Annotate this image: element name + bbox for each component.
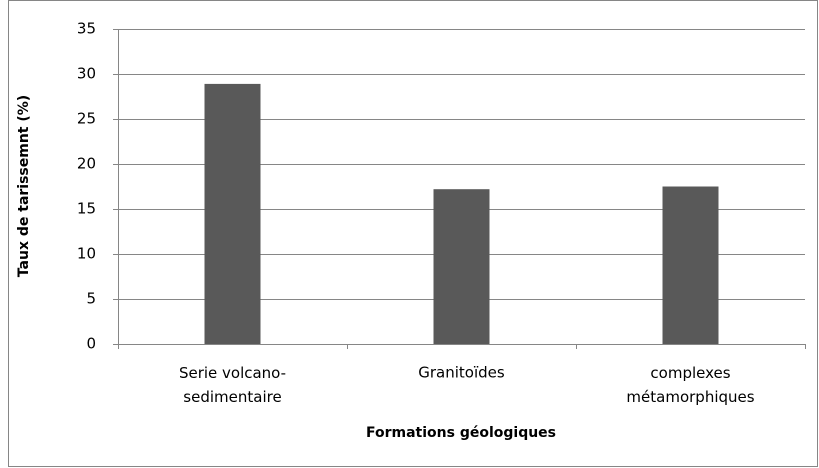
- bar: [433, 189, 490, 344]
- x-axis-label: Formations géologiques: [366, 425, 556, 441]
- y-axis-label: Taux de tarissemnt (%): [16, 95, 32, 277]
- x-tick-label: complexes métamorphiques: [626, 364, 754, 406]
- y-tick-label: 30: [77, 65, 96, 83]
- bar: [204, 83, 261, 345]
- y-tick-label: 5: [86, 290, 96, 308]
- y-tick-label: 15: [77, 200, 96, 218]
- y-tick-label: 25: [77, 110, 96, 128]
- x-tick-label: Serie volcano-sedimentaire: [179, 364, 286, 406]
- y-tick-label: 10: [77, 245, 96, 263]
- y-tick-label: 35: [77, 20, 96, 38]
- x-tick-label: Granitoïdes: [418, 364, 505, 382]
- y-tick-label: 20: [77, 155, 96, 173]
- y-tick-label: 0: [86, 335, 96, 353]
- bar: [662, 186, 719, 344]
